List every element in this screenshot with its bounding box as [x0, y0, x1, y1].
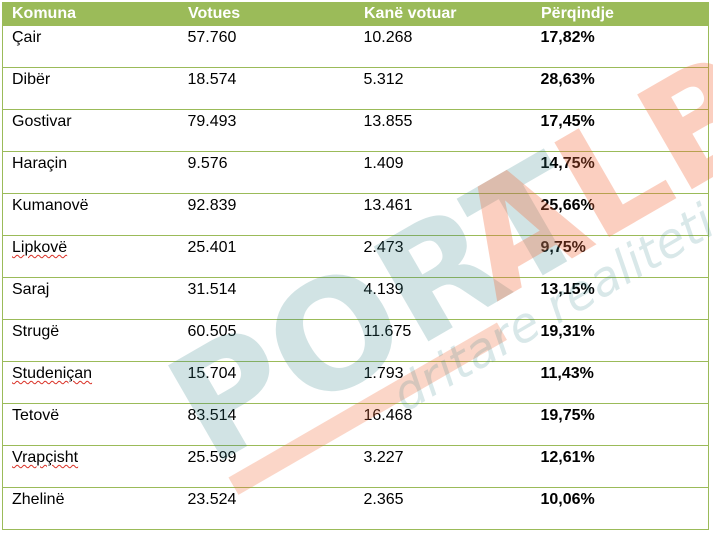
cell-votues: 57.760: [178, 25, 355, 68]
header-komuna: Komuna: [2, 2, 179, 26]
cell-komuna: Lipkovë: [2, 235, 179, 278]
spellcheck-underlined-text: Lipkovë: [12, 239, 68, 256]
cell-votues: 25.599: [178, 445, 355, 488]
table-row: Vrapçisht 25.599 3.227 12,61%: [2, 445, 709, 488]
cell-perqindje: 17,45%: [531, 109, 709, 152]
cell-perqindje: 25,66%: [531, 193, 709, 236]
table-header-row: Komuna Votues Kanë votuar Përqindje: [2, 2, 709, 26]
cell-perqindje: 12,61%: [531, 445, 709, 488]
cell-perqindje: 14,75%: [531, 151, 709, 194]
cell-votues: 31.514: [178, 277, 355, 320]
cell-kane-votuar: 1.793: [354, 361, 532, 404]
cell-kane-votuar: 2.473: [354, 235, 532, 278]
cell-perqindje: 9,75%: [531, 235, 709, 278]
cell-komuna: Tetovë: [2, 403, 179, 446]
cell-votues: 92.839: [178, 193, 355, 236]
cell-votues: 79.493: [178, 109, 355, 152]
cell-votues: 60.505: [178, 319, 355, 362]
cell-perqindje: 11,43%: [531, 361, 709, 404]
cell-perqindje: 17,82%: [531, 25, 709, 68]
table-row: Tetovë 83.514 16.468 19,75%: [2, 403, 709, 446]
cell-komuna: Haraçin: [2, 151, 179, 194]
cell-kane-votuar: 5.312: [354, 67, 532, 110]
cell-perqindje: 13,15%: [531, 277, 709, 320]
cell-votues: 9.576: [178, 151, 355, 194]
cell-votues: 23.524: [178, 487, 355, 530]
cell-votues: 15.704: [178, 361, 355, 404]
cell-kane-votuar: 11.675: [354, 319, 532, 362]
cell-komuna: Strugë: [2, 319, 179, 362]
cell-votues: 18.574: [178, 67, 355, 110]
cell-perqindje: 19,75%: [531, 403, 709, 446]
cell-kane-votuar: 13.461: [354, 193, 532, 236]
table-row: Saraj 31.514 4.139 13,15%: [2, 277, 709, 320]
turnout-table: Komuna Votues Kanë votuar Përqindje Çair…: [2, 2, 709, 530]
cell-perqindje: 19,31%: [531, 319, 709, 362]
table-row: Studeniçan 15.704 1.793 11,43%: [2, 361, 709, 404]
spellcheck-underlined-text: Studeniçan: [12, 365, 93, 382]
cell-kane-votuar: 16.468: [354, 403, 532, 446]
cell-komuna: Kumanovë: [2, 193, 179, 236]
table-row: Strugë 60.505 11.675 19,31%: [2, 319, 709, 362]
cell-kane-votuar: 4.139: [354, 277, 532, 320]
header-perqindje: Përqindje: [531, 2, 709, 26]
turnout-table-container: Komuna Votues Kanë votuar Përqindje Çair…: [2, 2, 709, 530]
table-row: Dibër 18.574 5.312 28,63%: [2, 67, 709, 110]
header-votues: Votues: [178, 2, 355, 26]
cell-komuna: Vrapçisht: [2, 445, 179, 488]
cell-perqindje: 10,06%: [531, 487, 709, 530]
cell-kane-votuar: 10.268: [354, 25, 532, 68]
header-kane-votuar: Kanë votuar: [354, 2, 532, 26]
cell-kane-votuar: 1.409: [354, 151, 532, 194]
table-row: Çair 57.760 10.268 17,82%: [2, 25, 709, 68]
spellcheck-underlined-text: Vrapçisht: [12, 449, 79, 466]
cell-kane-votuar: 13.855: [354, 109, 532, 152]
cell-perqindje: 28,63%: [531, 67, 709, 110]
cell-komuna: Saraj: [2, 277, 179, 320]
cell-komuna: Zhelinë: [2, 487, 179, 530]
table-row: Zhelinë 23.524 2.365 10,06%: [2, 487, 709, 530]
cell-komuna: Gostivar: [2, 109, 179, 152]
cell-komuna: Studeniçan: [2, 361, 179, 404]
table-row: Kumanovë 92.839 13.461 25,66%: [2, 193, 709, 236]
table-row: Haraçin 9.576 1.409 14,75%: [2, 151, 709, 194]
cell-kane-votuar: 2.365: [354, 487, 532, 530]
cell-votues: 83.514: [178, 403, 355, 446]
table-row: Lipkovë 25.401 2.473 9,75%: [2, 235, 709, 278]
cell-komuna: Çair: [2, 25, 179, 68]
cell-kane-votuar: 3.227: [354, 445, 532, 488]
table-row: Gostivar 79.493 13.855 17,45%: [2, 109, 709, 152]
cell-komuna: Dibër: [2, 67, 179, 110]
cell-votues: 25.401: [178, 235, 355, 278]
